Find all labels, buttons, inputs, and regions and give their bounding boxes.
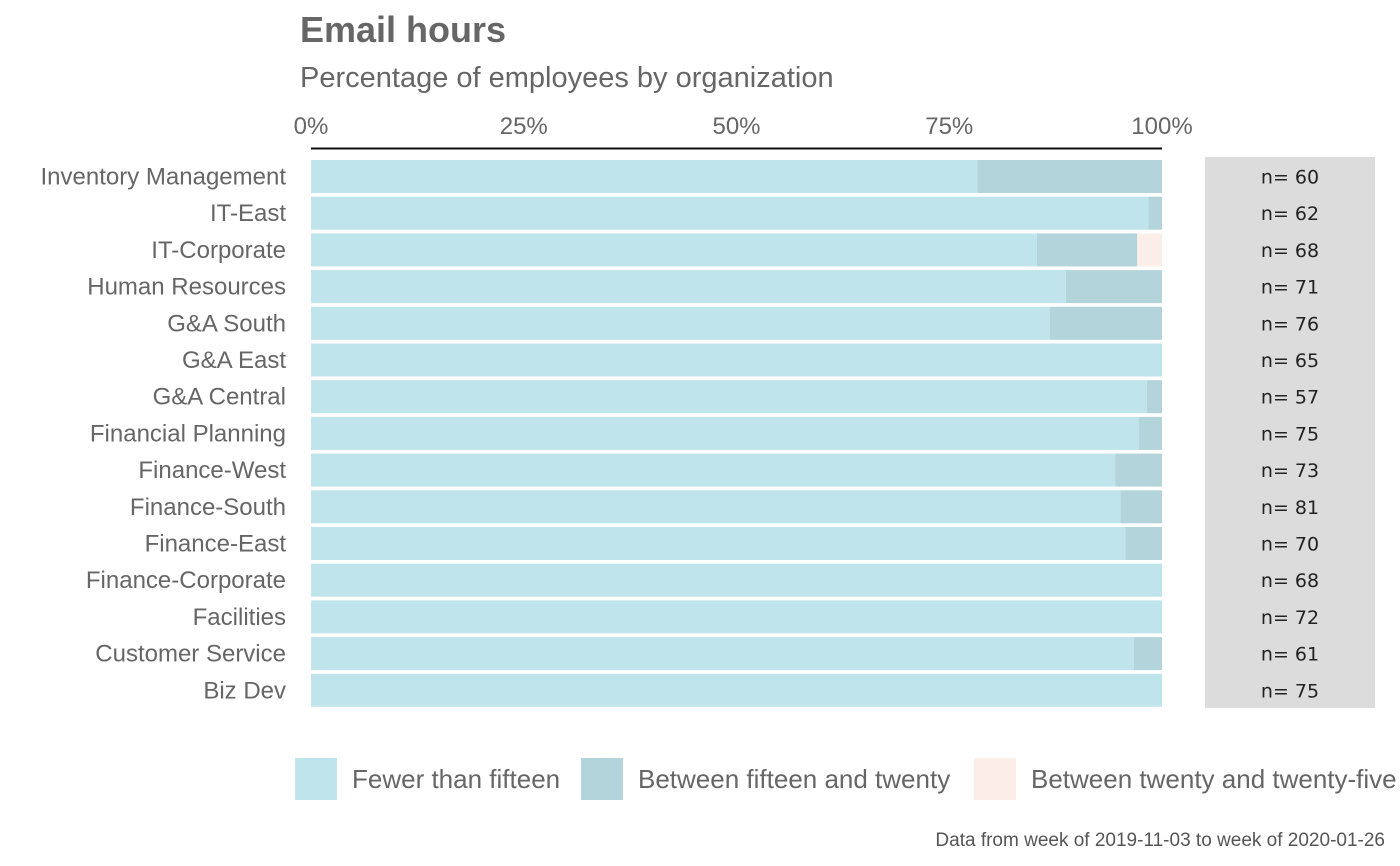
n-count-label: n= 75 <box>1261 423 1319 445</box>
n-count-panel: n= 60 n= 62 n= 68 n= 71 n= 76 n= 65 n= 57 n= 75… <box>1205 157 1375 708</box>
legend: Fewer than fifteen Between fifteen and tw… <box>295 758 1397 800</box>
legend-label: Fewer than fifteen <box>352 764 560 794</box>
n-count-label: n= 68 <box>1261 570 1319 592</box>
x-tick-label: 0% <box>294 113 329 140</box>
bar-segment-fewer-than-fifteen <box>311 306 1050 340</box>
bar-segment-between-fifteen-and-twenty <box>1139 416 1162 450</box>
bar-segment-fewer-than-fifteen <box>311 270 1066 304</box>
bar-segment-between-fifteen-and-twenty <box>1049 306 1162 340</box>
category-label: Finance-Corporate <box>86 567 286 594</box>
n-count-label: n= 72 <box>1261 607 1319 629</box>
bar-segment-between-fifteen-and-twenty <box>1125 527 1162 560</box>
bar-row-finance-west: Finance-West <box>138 453 1162 487</box>
bar-segment-fewer-than-fifteen <box>311 673 1162 707</box>
x-tick-label: 75% <box>925 113 973 140</box>
bar-segment-fewer-than-fifteen <box>311 600 1162 634</box>
n-count-label: n= 70 <box>1261 534 1319 556</box>
legend-label: Between twenty and twenty-five <box>1031 764 1397 794</box>
bar-segment-fewer-than-fifteen <box>311 196 1149 230</box>
bar-row-finance-corporate: Finance-Corporate <box>86 563 1162 597</box>
bar-segment-fewer-than-fifteen <box>311 380 1147 414</box>
bar-segment-between-fifteen-and-twenty <box>977 160 1162 193</box>
legend-item-fewer-than-fifteen: Fewer than fifteen <box>295 758 560 800</box>
legend-swatch <box>581 758 623 800</box>
n-count-label: n= 81 <box>1261 497 1319 519</box>
bar-segment-fewer-than-fifteen <box>311 490 1121 524</box>
legend-label: Between fifteen and twenty <box>638 764 950 794</box>
category-label: Inventory Management <box>41 164 287 191</box>
bar-row-inventory-management: Inventory Management <box>41 160 1162 193</box>
bar-row-it-east: IT-East <box>210 196 1162 230</box>
category-label: Finance-West <box>138 457 286 484</box>
n-panel-background <box>1205 157 1375 708</box>
category-label: Facilities <box>193 604 286 631</box>
n-count-label: n= 65 <box>1261 350 1319 372</box>
n-count-label: n= 62 <box>1261 203 1319 225</box>
bar-segment-fewer-than-fifteen <box>311 563 1162 597</box>
x-axis: 0% 25% 50% 75% 100% <box>294 113 1193 150</box>
bar-segment-fewer-than-fifteen <box>311 343 1162 377</box>
bar-segment-between-fifteen-and-twenty <box>1120 490 1162 524</box>
bar-row-it-corporate: IT-Corporate <box>151 233 1162 267</box>
bar-row-facilities: Facilities <box>193 600 1162 634</box>
n-count-label: n= 73 <box>1261 460 1319 482</box>
category-label: G&A Central <box>153 384 286 411</box>
bar-segment-between-fifteen-and-twenty <box>1133 637 1162 671</box>
x-tick-label: 50% <box>712 113 760 140</box>
n-count-label: n= 75 <box>1261 680 1319 702</box>
category-label: Human Resources <box>87 274 286 301</box>
x-tick-label: 100% <box>1131 113 1192 140</box>
bar-row-biz-dev: Biz Dev <box>203 673 1162 707</box>
chart-caption: Data from week of 2019-11-03 to week of … <box>935 830 1385 851</box>
category-label: G&A East <box>182 347 286 374</box>
x-tick-label: 25% <box>500 113 548 140</box>
n-count-label: n= 71 <box>1261 277 1319 299</box>
category-label: Finance-East <box>145 531 287 558</box>
legend-item-between-fifteen-and-twenty: Between fifteen and twenty <box>581 758 950 800</box>
bar-segment-fewer-than-fifteen <box>311 527 1126 560</box>
bar-segment-between-twenty-and-twenty-five <box>1137 233 1162 267</box>
category-label: Biz Dev <box>203 677 286 704</box>
n-count-label: n= 76 <box>1261 313 1319 335</box>
chart-subtitle: Percentage of employees by organization <box>300 62 834 94</box>
legend-swatch <box>974 758 1016 800</box>
bar-row-ganda-south: G&A South <box>167 306 1162 340</box>
bar-segment-fewer-than-fifteen <box>311 233 1037 267</box>
bar-segment-between-fifteen-and-twenty <box>1036 233 1138 267</box>
bar-segment-between-fifteen-and-twenty <box>1146 380 1162 414</box>
n-count-label: n= 60 <box>1261 167 1319 189</box>
bar-row-ganda-central: G&A Central <box>153 380 1162 414</box>
bar-segment-fewer-than-fifteen <box>311 160 978 193</box>
bar-area: Inventory Management IT-East IT-Corporate H… <box>41 160 1162 707</box>
category-label: G&A South <box>167 310 286 337</box>
chart-title: Email hours <box>300 9 506 50</box>
legend-swatch <box>295 758 337 800</box>
bar-row-customer-service: Customer Service <box>95 637 1162 671</box>
category-label: Finance-South <box>130 494 286 521</box>
category-label: Customer Service <box>95 641 286 668</box>
category-label: IT-East <box>210 200 286 227</box>
bar-row-financial-planning: Financial Planning <box>90 416 1162 450</box>
bar-segment-between-fifteen-and-twenty <box>1115 453 1162 487</box>
bar-segment-fewer-than-fifteen <box>311 453 1116 487</box>
bar-segment-fewer-than-fifteen <box>311 637 1134 671</box>
bar-segment-between-fifteen-and-twenty <box>1065 270 1162 304</box>
n-count-label: n= 57 <box>1261 387 1319 409</box>
bar-row-finance-east: Finance-East <box>145 527 1162 560</box>
legend-item-between-twenty-and-twenty-five: Between twenty and twenty-five <box>974 758 1397 800</box>
bar-segment-fewer-than-fifteen <box>311 416 1140 450</box>
bar-row-human-resources: Human Resources <box>87 270 1162 304</box>
n-count-label: n= 68 <box>1261 240 1319 262</box>
n-count-label: n= 61 <box>1261 644 1319 666</box>
bar-row-ganda-east: G&A East <box>182 343 1162 377</box>
bar-row-finance-south: Finance-South <box>130 490 1162 524</box>
category-label: IT-Corporate <box>151 237 286 264</box>
category-label: Financial Planning <box>90 420 286 447</box>
bar-segment-between-fifteen-and-twenty <box>1148 196 1162 230</box>
